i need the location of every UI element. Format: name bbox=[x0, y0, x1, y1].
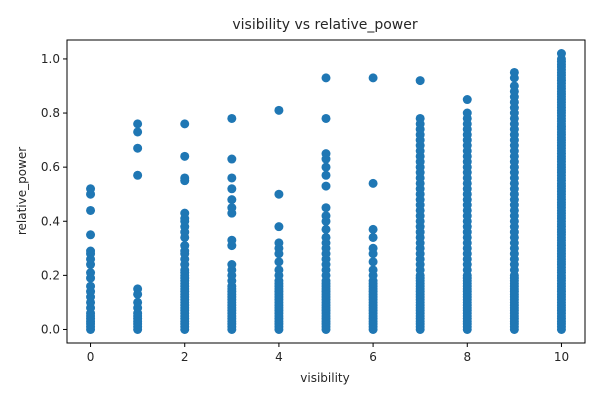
y-tick-label: 0.6 bbox=[41, 160, 60, 174]
data-point bbox=[415, 76, 425, 86]
x-tick-label: 10 bbox=[554, 350, 569, 364]
data-point bbox=[133, 127, 143, 137]
data-point bbox=[133, 119, 143, 129]
y-axis-ticks: 0.0 0.2 0.4 0.6 0.8 1.0 bbox=[41, 52, 67, 336]
data-point bbox=[321, 170, 331, 180]
data-point bbox=[321, 149, 331, 159]
data-point bbox=[227, 184, 237, 194]
axes-frame bbox=[66, 39, 586, 344]
data-point bbox=[321, 73, 331, 83]
data-point bbox=[321, 113, 331, 123]
data-point bbox=[227, 260, 237, 270]
data-point bbox=[86, 268, 96, 278]
data-point bbox=[368, 257, 378, 267]
data-point bbox=[133, 297, 143, 307]
data-point bbox=[227, 195, 237, 205]
data-point bbox=[274, 105, 284, 115]
data-point bbox=[227, 235, 237, 245]
data-point bbox=[509, 81, 519, 91]
data-point bbox=[180, 208, 190, 218]
data-point bbox=[227, 203, 237, 213]
data-point bbox=[321, 224, 331, 234]
data-point bbox=[415, 113, 425, 123]
y-tick-label: 0.8 bbox=[41, 106, 60, 120]
y-axis-label: relative_power bbox=[15, 147, 29, 235]
data-point bbox=[368, 73, 378, 83]
data-point bbox=[180, 119, 190, 129]
data-point bbox=[321, 232, 331, 242]
data-point bbox=[86, 205, 96, 215]
data-point bbox=[321, 203, 331, 213]
scatter-points bbox=[86, 49, 566, 334]
data-point bbox=[274, 189, 284, 199]
data-point bbox=[321, 181, 331, 191]
data-point bbox=[86, 184, 96, 194]
data-point bbox=[368, 265, 378, 275]
data-point bbox=[274, 257, 284, 267]
x-tick-label: 2 bbox=[181, 350, 189, 364]
y-tick-label: 0.2 bbox=[41, 268, 60, 282]
x-axis-ticks: 0 2 4 6 8 10 bbox=[87, 343, 569, 364]
data-point bbox=[86, 230, 96, 240]
y-tick-label: 0.0 bbox=[41, 322, 60, 336]
data-point bbox=[274, 265, 284, 275]
data-point bbox=[227, 154, 237, 164]
data-point bbox=[321, 211, 331, 221]
data-point bbox=[462, 95, 472, 105]
data-point bbox=[180, 241, 190, 251]
data-point bbox=[180, 173, 190, 183]
data-point bbox=[133, 284, 143, 294]
x-tick-label: 6 bbox=[369, 350, 377, 364]
data-point bbox=[368, 224, 378, 234]
data-point bbox=[180, 151, 190, 161]
data-point bbox=[368, 178, 378, 188]
data-point bbox=[368, 232, 378, 242]
data-point bbox=[368, 243, 378, 253]
data-point bbox=[462, 108, 472, 118]
y-tick-label: 0.4 bbox=[41, 214, 60, 228]
x-tick-label: 4 bbox=[275, 350, 283, 364]
chart-title: visibility vs relative_power bbox=[232, 17, 417, 33]
data-point bbox=[556, 49, 566, 59]
x-axis-label: visibility bbox=[300, 371, 349, 385]
data-point bbox=[227, 173, 237, 183]
data-point bbox=[86, 246, 96, 256]
y-tick-label: 1.0 bbox=[41, 52, 60, 66]
data-point bbox=[227, 113, 237, 123]
x-tick-label: 8 bbox=[463, 350, 471, 364]
data-point bbox=[321, 162, 331, 172]
data-point bbox=[274, 222, 284, 232]
data-point bbox=[86, 281, 96, 291]
data-point bbox=[509, 67, 519, 77]
data-point bbox=[133, 143, 143, 153]
data-point bbox=[274, 238, 284, 248]
data-point bbox=[133, 170, 143, 180]
x-tick-label: 0 bbox=[87, 350, 95, 364]
